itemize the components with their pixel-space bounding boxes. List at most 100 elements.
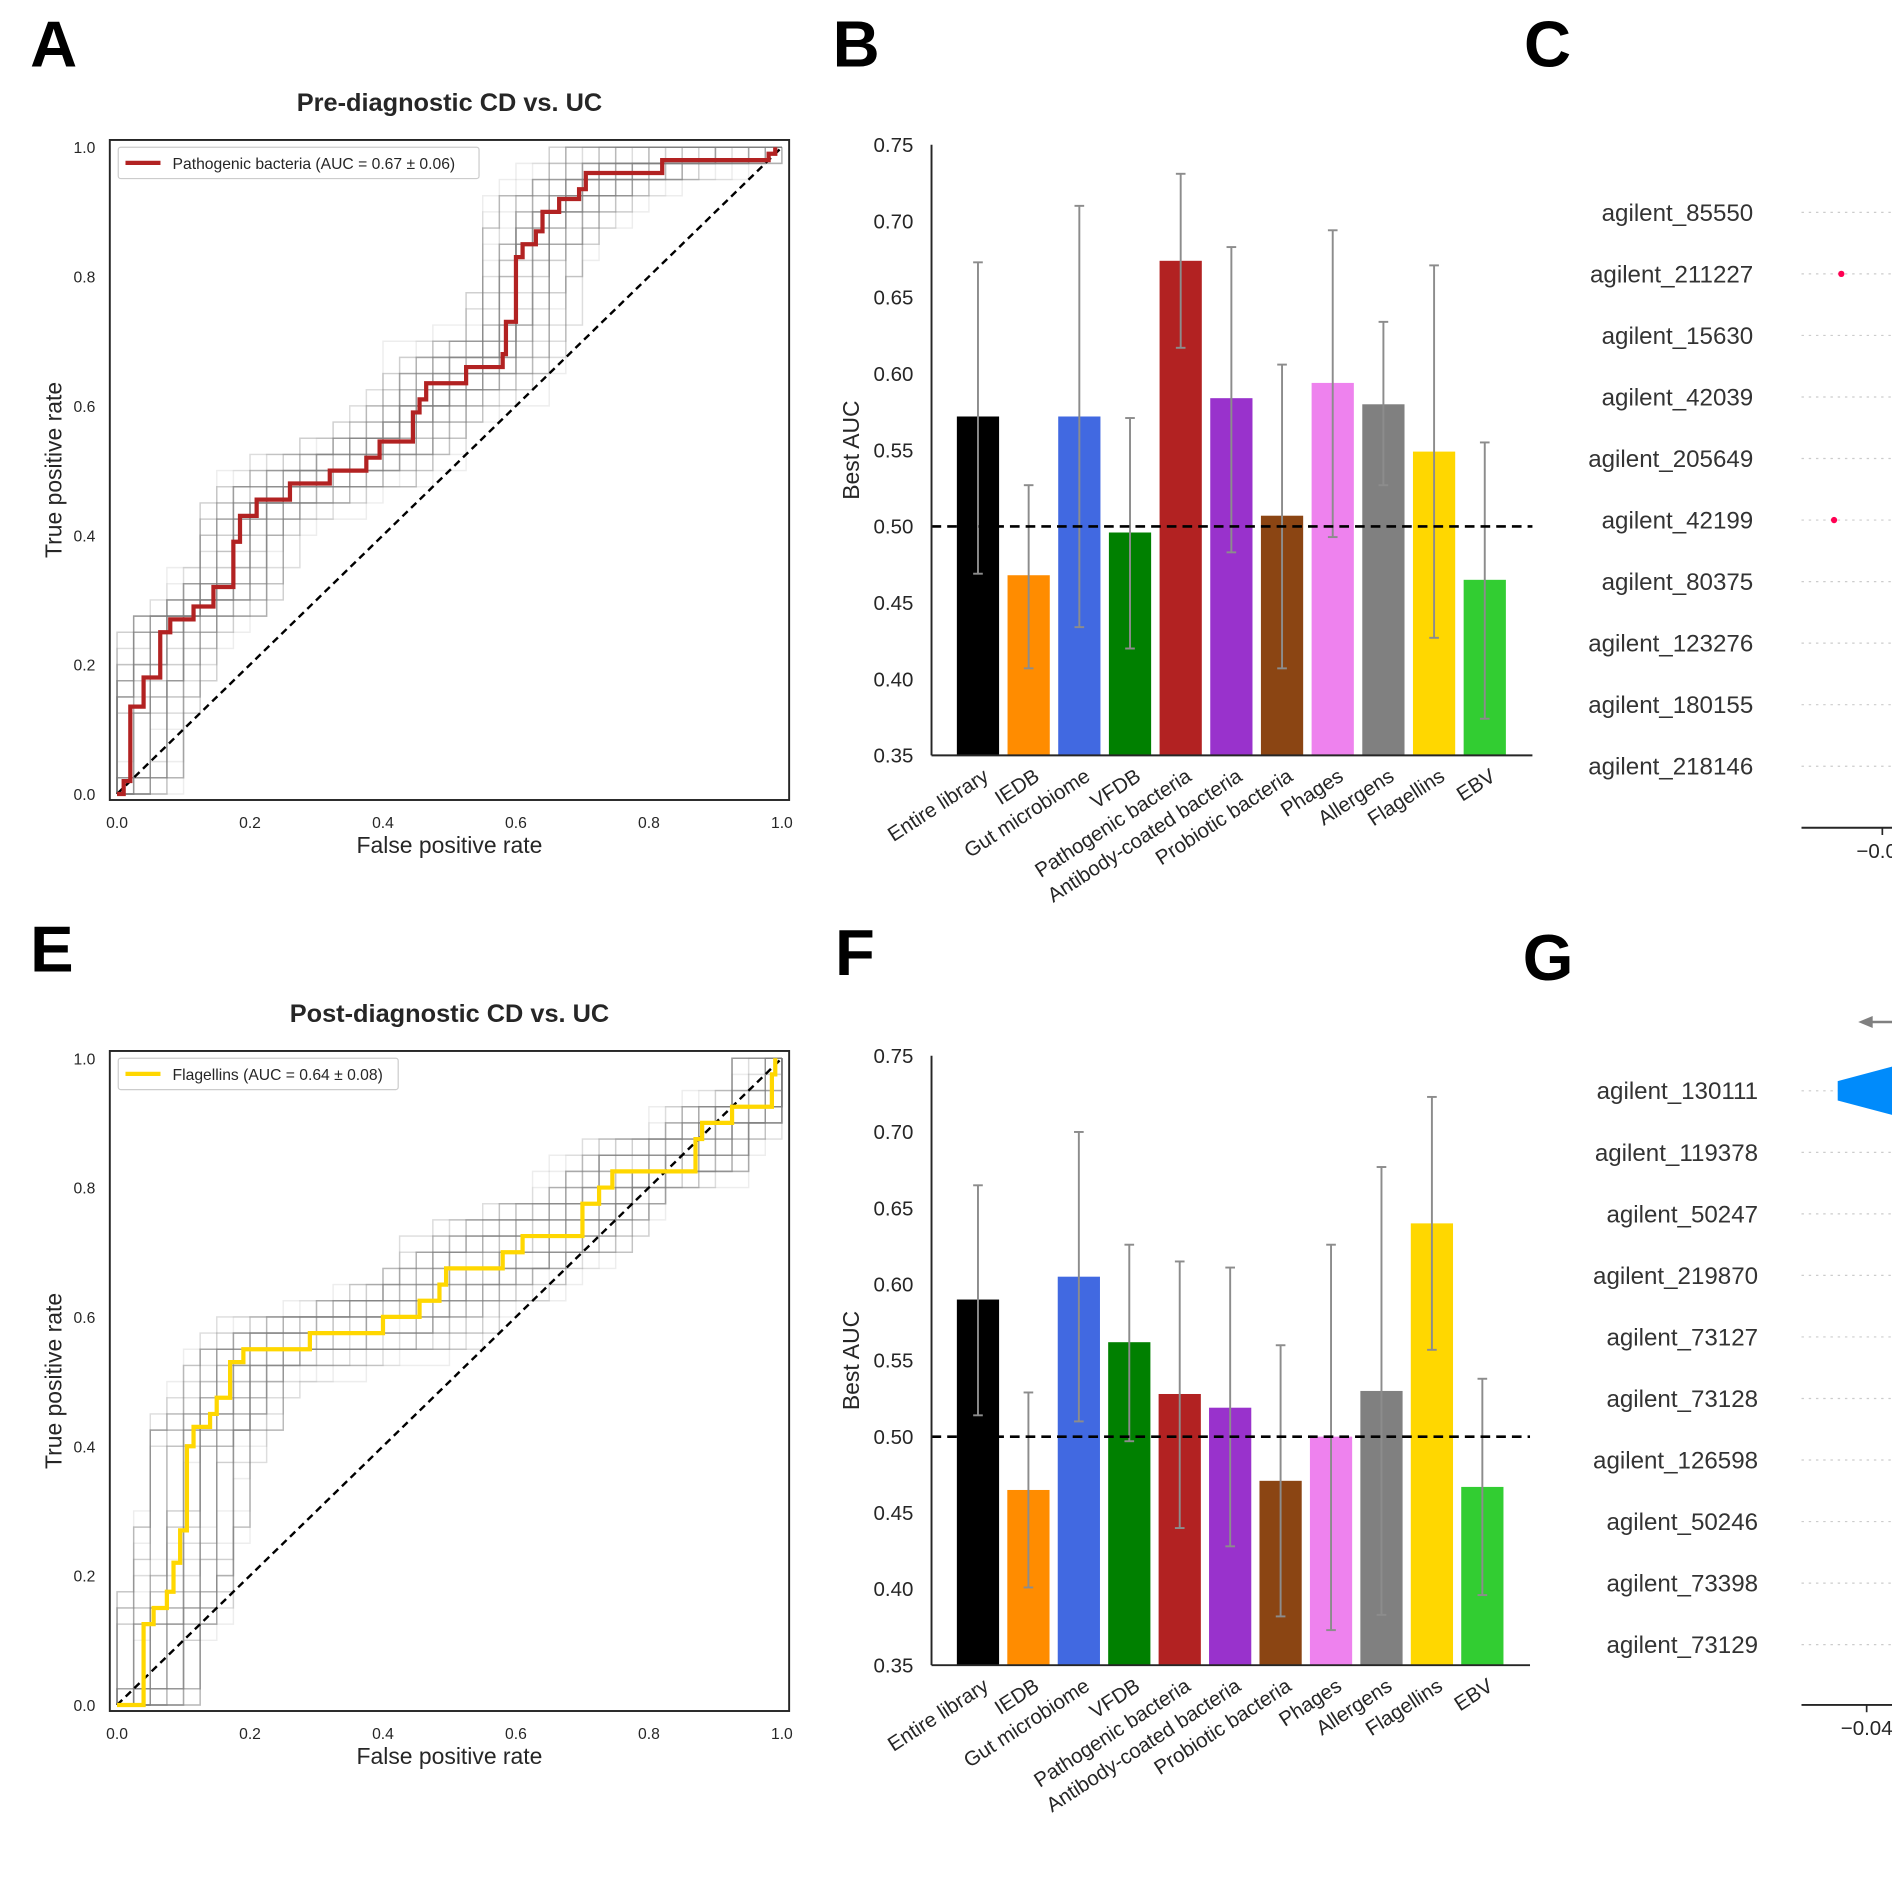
bootstrap-roc-curve bbox=[116, 1057, 782, 1705]
y-tick-label: 0.4 bbox=[74, 528, 96, 545]
bootstrap-roc-curve bbox=[117, 146, 782, 795]
bootstrap-roc-curve bbox=[117, 1058, 783, 1706]
chart-title: Post-diagnostic CD vs. UC bbox=[290, 1000, 609, 1028]
bootstrap-roc-curve bbox=[117, 1057, 782, 1706]
legend: Pathogenic bacteria (AUC = 0.67 ± 0.06) bbox=[117, 146, 480, 180]
bootstrap-roc-curve bbox=[116, 1057, 782, 1705]
bootstrap-roc-curve bbox=[117, 146, 782, 795]
y-tick-label: 0.55 bbox=[874, 1350, 914, 1373]
panel-label-a: A bbox=[30, 7, 77, 80]
bootstrap-roc-curve bbox=[116, 1058, 783, 1705]
feature-label: agilent_211227 bbox=[1590, 261, 1753, 288]
x-tick-label: −0.02 bbox=[1856, 840, 1892, 863]
bootstrap-roc-curve bbox=[116, 146, 782, 794]
bootstrap-roc-curve bbox=[117, 146, 782, 795]
bootstrap-roc-curve bbox=[116, 146, 782, 794]
y-tick-label: 0.4 bbox=[74, 1439, 96, 1456]
x-tick-label: 0.8 bbox=[638, 1726, 660, 1743]
y-tick-label: 0.2 bbox=[74, 1569, 96, 1586]
bootstrap-roc-curve bbox=[116, 1058, 783, 1705]
bootstrap-roc-curve bbox=[116, 1057, 782, 1705]
bootstrap-roc-curve bbox=[117, 1057, 782, 1706]
bootstrap-roc-curve bbox=[116, 146, 782, 794]
panel-label-c: C bbox=[1524, 7, 1571, 80]
bootstrap-roc-curve bbox=[117, 1058, 783, 1706]
chance-diagonal-line bbox=[116, 146, 783, 795]
x-axis-label: False positive rate bbox=[357, 1743, 543, 1769]
bootstrap-roc-curve bbox=[117, 146, 782, 795]
bootstrap-roc-curve bbox=[116, 146, 782, 794]
bootstrap-roc-curve bbox=[117, 1058, 783, 1706]
bootstrap-roc-curve bbox=[117, 1058, 783, 1706]
bootstrap-roc-curve bbox=[117, 146, 782, 795]
panel-label-e: E bbox=[30, 912, 73, 985]
bootstrap-roc-curve bbox=[116, 146, 782, 794]
bootstrap-roc-curve bbox=[117, 146, 782, 795]
y-tick-label: 0.45 bbox=[874, 1502, 914, 1525]
bootstrap-roc-curve bbox=[117, 146, 782, 795]
feature-label: agilent_130111 bbox=[1597, 1078, 1758, 1105]
bootstrap-roc-curve bbox=[117, 146, 782, 795]
bootstrap-roc-curve bbox=[117, 1058, 783, 1706]
feature-label: agilent_219870 bbox=[1593, 1263, 1758, 1290]
bootstrap-roc-curve bbox=[116, 1057, 782, 1705]
bootstrap-roc-curve bbox=[117, 147, 783, 795]
bootstrap-roc-curve bbox=[116, 1058, 783, 1705]
bootstrap-roc-curve bbox=[117, 1058, 783, 1706]
bootstrap-roc-curve bbox=[117, 1058, 783, 1706]
chart-title: Pre-diagnostic CD vs. UC bbox=[297, 89, 602, 117]
bootstrap-roc-curve bbox=[117, 1058, 783, 1706]
x-tick-label: 0.6 bbox=[505, 1726, 527, 1743]
bootstrap-roc-curve bbox=[116, 146, 782, 794]
bootstrap-roc-curve bbox=[116, 146, 782, 794]
bootstrap-roc-curve bbox=[117, 146, 782, 795]
roc-curve-main bbox=[117, 1058, 778, 1708]
bootstrap-roc-curve bbox=[117, 1057, 782, 1706]
bootstrap-roc-curve bbox=[116, 146, 782, 794]
feature-label: agilent_126598 bbox=[1593, 1447, 1758, 1474]
legend-box bbox=[117, 1057, 399, 1091]
bootstrap-roc-curve bbox=[116, 146, 782, 794]
bootstrap-roc-curve bbox=[116, 146, 782, 794]
y-axis-label: True positive rate bbox=[41, 1293, 67, 1469]
bootstrap-roc-curve bbox=[116, 146, 782, 794]
bootstrap-roc-curve bbox=[116, 1057, 782, 1705]
feature-label: agilent_73129 bbox=[1606, 1632, 1758, 1659]
bootstrap-roc-curve bbox=[117, 1058, 783, 1706]
y-tick-label: 0.65 bbox=[874, 287, 914, 310]
bar-panel-b: 0.35 0.40 0.45 0.50 0.55 0.60 0.65 0.70 0.75 Best… bbox=[838, 134, 1533, 907]
y-tick-label: 0.70 bbox=[874, 1121, 914, 1144]
bootstrap-roc-curve bbox=[116, 146, 782, 794]
roc-panel-e: Post-diagnostic CD vs. UC 0.0 0.0 0.2 0.2 0.4… bbox=[41, 1000, 794, 1769]
bootstrap-roc-curve bbox=[117, 146, 782, 795]
legend-label: Flagellins (AUC = 0.64 ± 0.08) bbox=[173, 1067, 383, 1084]
feature-panel-g: agilent_130111 agilent_119378 agilent_5024… bbox=[1593, 1015, 1892, 1740]
x-tick-label: 0.6 bbox=[505, 815, 527, 832]
y-tick-label: 0.35 bbox=[874, 745, 914, 768]
bootstrap-roc-curve bbox=[116, 1057, 782, 1705]
bootstrap-roc-curve bbox=[116, 146, 782, 794]
y-tick-label: 0.8 bbox=[74, 270, 96, 287]
force-plot-arrow-shape bbox=[1837, 1066, 1892, 1115]
bootstrap-roc-curve bbox=[117, 1057, 782, 1706]
bootstrap-roc-curve bbox=[116, 146, 782, 794]
bootstrap-roc-curve bbox=[116, 146, 782, 794]
feature-label: agilent_180155 bbox=[1588, 692, 1753, 719]
x-tick-label: 1.0 bbox=[771, 1726, 793, 1743]
bootstrap-roc-curve bbox=[117, 146, 782, 795]
feature-label: agilent_80375 bbox=[1602, 569, 1754, 596]
legend-box bbox=[117, 146, 480, 180]
bootstrap-roc-curve bbox=[116, 1057, 782, 1705]
panel-label-g: G bbox=[1523, 921, 1574, 994]
y-tick-label: 0.55 bbox=[874, 439, 914, 462]
bootstrap-roc-curve bbox=[117, 1058, 783, 1706]
y-tick-label: 0.75 bbox=[874, 1045, 914, 1068]
feature-label: agilent_123276 bbox=[1588, 631, 1753, 658]
y-axis-label: Best AUC bbox=[838, 1311, 864, 1410]
x-tick-label: EBV bbox=[1453, 764, 1500, 806]
y-tick-label: 0.0 bbox=[74, 787, 96, 804]
bootstrap-roc-curve bbox=[117, 1058, 783, 1706]
feature-label: agilent_205649 bbox=[1588, 446, 1753, 473]
y-tick-label: 0.40 bbox=[874, 668, 914, 691]
bootstrap-roc-curve bbox=[117, 146, 782, 795]
